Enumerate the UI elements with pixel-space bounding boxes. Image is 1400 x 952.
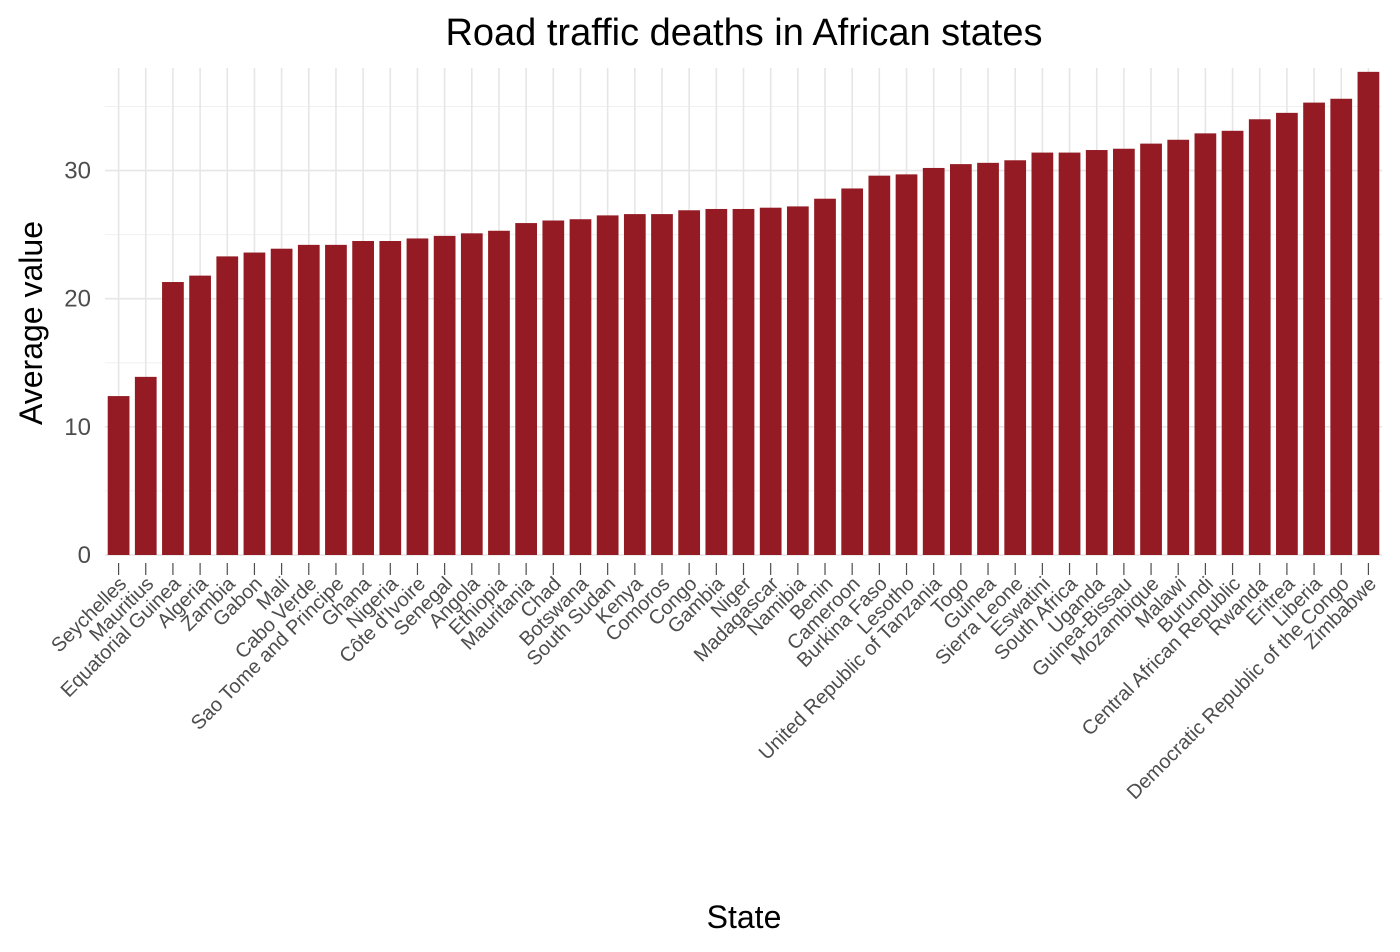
bar <box>1113 148 1135 555</box>
bar <box>134 376 157 555</box>
bar <box>895 174 918 556</box>
x-axis-title: State <box>707 899 782 935</box>
bar <box>1330 98 1353 555</box>
bar <box>1276 112 1298 556</box>
bar <box>977 162 999 555</box>
bar <box>1248 119 1271 556</box>
bar <box>352 241 374 555</box>
bar <box>1004 160 1027 555</box>
bar <box>243 252 266 555</box>
y-tick-label: 10 <box>64 414 91 441</box>
y-axis: 0 10 20 30 <box>64 158 91 569</box>
bar <box>189 275 211 555</box>
bar <box>542 220 565 556</box>
bar <box>569 219 592 555</box>
y-tick-label: 30 <box>64 158 91 185</box>
bar <box>379 241 402 555</box>
bar <box>515 223 538 556</box>
bar <box>1303 102 1325 555</box>
bar <box>786 206 809 555</box>
bar <box>216 256 239 555</box>
bar <box>651 214 673 555</box>
bar <box>1194 133 1217 555</box>
y-tick-label: 20 <box>64 286 91 313</box>
bar <box>949 164 972 556</box>
bar <box>488 230 510 555</box>
bars <box>107 71 1380 556</box>
bar <box>433 235 456 555</box>
bar <box>406 238 429 555</box>
bar <box>623 214 646 555</box>
bar <box>678 210 701 556</box>
bar <box>1031 152 1054 555</box>
bar <box>814 198 836 555</box>
bar <box>1221 130 1244 555</box>
chart-title: Road traffic deaths in African states <box>445 12 1042 54</box>
bar <box>922 167 945 555</box>
bar <box>596 215 619 555</box>
bar <box>1167 139 1190 555</box>
bar <box>162 282 184 555</box>
bar <box>705 208 728 555</box>
bar <box>297 244 320 555</box>
y-tick-label: 0 <box>78 542 91 569</box>
bar <box>1140 143 1162 555</box>
y-axis-title: Average value <box>13 221 49 425</box>
bar <box>1058 152 1081 555</box>
bar <box>460 233 483 556</box>
bar <box>841 188 864 555</box>
bar <box>759 207 782 555</box>
bar <box>1085 150 1108 555</box>
bar <box>107 396 130 555</box>
bar <box>732 208 755 555</box>
bar <box>325 244 347 555</box>
bar <box>868 175 891 555</box>
bar <box>270 248 293 555</box>
bar <box>1357 71 1380 556</box>
